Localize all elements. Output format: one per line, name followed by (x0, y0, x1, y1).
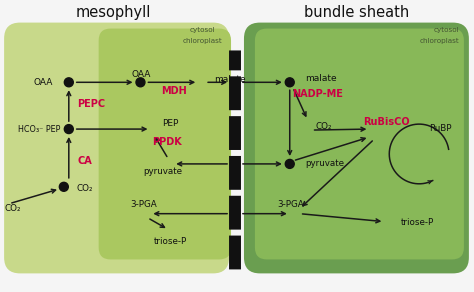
Text: CA: CA (77, 156, 92, 166)
Text: CO₂: CO₂ (316, 121, 332, 131)
Text: bundle sheath: bundle sheath (304, 5, 409, 20)
Text: pyruvate: pyruvate (143, 167, 182, 176)
FancyBboxPatch shape (229, 51, 241, 70)
FancyBboxPatch shape (244, 22, 469, 273)
Text: pyruvate: pyruvate (306, 159, 345, 168)
Text: PEPC: PEPC (77, 99, 105, 109)
Circle shape (230, 78, 239, 87)
Text: CO₂: CO₂ (77, 184, 93, 193)
FancyBboxPatch shape (4, 22, 229, 273)
Text: PEP: PEP (162, 119, 179, 128)
Circle shape (59, 182, 68, 191)
FancyBboxPatch shape (99, 29, 231, 260)
Text: PPDK: PPDK (153, 137, 182, 147)
FancyBboxPatch shape (229, 116, 241, 150)
Circle shape (285, 159, 294, 168)
Text: chloroplast: chloroplast (419, 37, 459, 44)
Text: cytosol: cytosol (190, 27, 215, 32)
Circle shape (136, 78, 145, 87)
Text: triose-P: triose-P (401, 218, 435, 227)
Text: HCO₃⁻ PEP: HCO₃⁻ PEP (18, 125, 61, 133)
Circle shape (64, 78, 73, 87)
Text: OAA: OAA (132, 70, 151, 79)
Circle shape (64, 125, 73, 133)
FancyBboxPatch shape (229, 76, 241, 110)
FancyBboxPatch shape (229, 236, 241, 270)
Text: malate: malate (305, 74, 336, 83)
Text: RuBisCO: RuBisCO (363, 117, 410, 127)
Text: chloroplast: chloroplast (182, 37, 222, 44)
Text: OAA: OAA (34, 78, 53, 87)
Text: RuBP: RuBP (429, 124, 452, 133)
Text: 3-PGA: 3-PGA (277, 200, 304, 209)
Text: NADP-ME: NADP-ME (292, 89, 343, 99)
Circle shape (230, 209, 239, 218)
FancyBboxPatch shape (229, 196, 241, 230)
Circle shape (230, 209, 239, 218)
FancyBboxPatch shape (229, 156, 241, 190)
Text: MDH: MDH (162, 86, 187, 96)
Text: cytosol: cytosol (433, 27, 459, 32)
Text: CO₂: CO₂ (4, 204, 20, 213)
Text: 3-PGA: 3-PGA (130, 200, 157, 209)
Text: malate: malate (214, 75, 246, 84)
Text: triose-P: triose-P (154, 237, 187, 246)
Circle shape (230, 159, 239, 168)
Circle shape (285, 78, 294, 87)
Text: mesophyll: mesophyll (76, 5, 151, 20)
FancyBboxPatch shape (255, 29, 464, 260)
Circle shape (230, 209, 239, 218)
